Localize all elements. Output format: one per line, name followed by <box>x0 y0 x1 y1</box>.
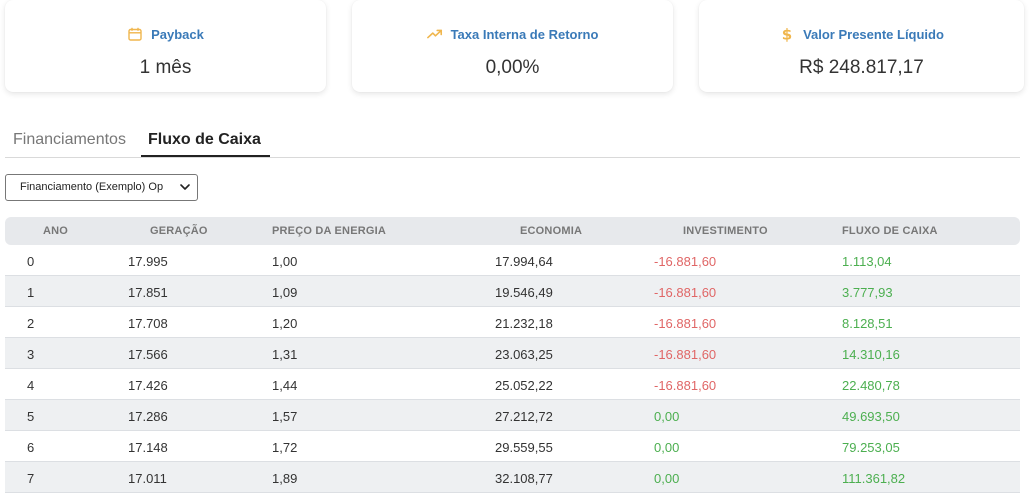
cell-ano: 2 <box>27 316 35 331</box>
table-header: ANO GERAÇÃO PREÇO DA ENERGIA ECONOMIA IN… <box>5 217 1020 245</box>
cell-ano: 0 <box>27 254 35 269</box>
dollar-icon: $ <box>779 26 795 42</box>
cell-economia: 29.559,55 <box>495 440 553 455</box>
cell-economia: 27.212,72 <box>495 409 553 424</box>
tab-fluxo-de-caixa[interactable]: Fluxo de Caixa <box>148 131 261 148</box>
table-row: 0 17.995 1,00 17.994,64 -16.881,60 1.113… <box>5 245 1020 276</box>
tir-card-header: Taxa Interna de Retorno <box>352 26 673 42</box>
financing-select-value: Financiamento (Exemplo) Op <box>20 181 164 193</box>
cell-economia: 21.232,18 <box>495 316 553 331</box>
cell-fluxo: 8.128,51 <box>842 316 893 331</box>
cell-investimento: -16.881,60 <box>654 378 717 393</box>
cell-fluxo: 1.113,04 <box>842 254 892 269</box>
cell-geracao: 17.426 <box>128 378 168 393</box>
table-row: 5 17.286 1,57 27.212,72 0,00 49.693,50 <box>5 400 1020 431</box>
vpl-card: $ Valor Presente Líquido R$ 248.817,17 <box>699 0 1024 92</box>
cell-geracao: 17.148 <box>128 440 168 455</box>
cell-investimento: 0,00 <box>654 409 680 424</box>
svg-text:$: $ <box>782 26 792 42</box>
cell-preco: 1,09 <box>272 285 298 300</box>
cell-ano: 3 <box>27 347 35 362</box>
cell-economia: 19.546,49 <box>495 285 553 300</box>
cell-preco: 1,31 <box>272 347 298 362</box>
table-row: 1 17.851 1,09 19.546,49 -16.881,60 3.777… <box>5 276 1020 307</box>
cell-geracao: 17.708 <box>128 316 168 331</box>
cell-investimento: 0,00 <box>654 471 680 486</box>
header-investimento: INVESTIMENTO <box>683 225 768 237</box>
cell-preco: 1,89 <box>272 471 298 486</box>
table-row: 6 17.148 1,72 29.559,55 0,00 79.253,05 <box>5 431 1020 462</box>
tir-label: Taxa Interna de Retorno <box>450 26 599 42</box>
tir-card: Taxa Interna de Retorno 0,00% <box>352 0 673 92</box>
cell-fluxo: 79.253,05 <box>842 440 900 455</box>
payback-label: Payback <box>151 26 204 42</box>
tab-financiamentos[interactable]: Financiamentos <box>13 131 126 148</box>
cell-fluxo: 3.777,93 <box>842 285 893 300</box>
cell-preco: 1,57 <box>272 409 298 424</box>
cell-geracao: 17.566 <box>128 347 168 362</box>
cell-ano: 6 <box>27 440 35 455</box>
summary-cards: Payback 1 mês Taxa Interna de Retorno 0,… <box>5 0 1024 92</box>
cell-geracao: 17.851 <box>128 285 168 300</box>
cell-fluxo: 49.693,50 <box>842 409 900 424</box>
table-row: 4 17.426 1,44 25.052,22 -16.881,60 22.48… <box>5 369 1020 400</box>
header-economia: ECONOMIA <box>520 225 583 237</box>
vpl-label: Valor Presente Líquido <box>803 26 944 42</box>
cell-preco: 1,72 <box>272 440 298 455</box>
cell-preco: 1,44 <box>272 378 298 393</box>
cell-ano: 7 <box>27 471 35 486</box>
cell-investimento: -16.881,60 <box>654 285 717 300</box>
table-row: 7 17.011 1,89 32.108,77 0,00 111.361,82 <box>5 462 1020 493</box>
vpl-value: R$ 248.817,17 <box>799 57 924 78</box>
trending-up-icon <box>426 26 443 42</box>
cell-investimento: -16.881,60 <box>654 316 717 331</box>
chevron-down-icon <box>179 181 191 193</box>
cell-geracao: 17.286 <box>128 409 168 424</box>
cell-investimento: -16.881,60 <box>654 254 717 269</box>
table-row: 2 17.708 1,20 21.232,18 -16.881,60 8.128… <box>5 307 1020 338</box>
header-preco-energia: PREÇO DA ENERGIA <box>272 225 387 237</box>
payback-card-header: Payback <box>5 26 326 42</box>
tir-value: 0,00% <box>485 57 540 78</box>
cell-preco: 1,20 <box>272 316 298 331</box>
cell-economia: 23.063,25 <box>495 347 553 362</box>
cell-economia: 32.108,77 <box>495 471 553 486</box>
active-tab-indicator <box>141 155 270 157</box>
header-ano: ANO <box>43 225 69 237</box>
payback-card: Payback 1 mês <box>5 0 326 92</box>
table-row: 3 17.566 1,31 23.063,25 -16.881,60 14.31… <box>5 338 1020 369</box>
header-geracao: GERAÇÃO <box>150 225 208 237</box>
cell-ano: 4 <box>27 378 35 393</box>
header-fluxo-caixa: FLUXO DE CAIXA <box>842 225 938 237</box>
tab-bar: Financiamentos Fluxo de Caixa <box>5 128 1020 158</box>
cell-fluxo: 14.310,16 <box>842 347 900 362</box>
cell-fluxo: 111.361,82 <box>842 471 906 486</box>
cell-geracao: 17.011 <box>128 471 167 486</box>
cell-preco: 1,00 <box>272 254 298 269</box>
vpl-card-header: $ Valor Presente Líquido <box>699 26 1024 42</box>
cell-ano: 5 <box>27 409 35 424</box>
cell-fluxo: 22.480,78 <box>842 378 900 393</box>
cell-economia: 25.052,22 <box>495 378 553 393</box>
cell-economia: 17.994,64 <box>495 254 553 269</box>
cell-ano: 1 <box>27 285 35 300</box>
payback-value: 1 mês <box>139 57 192 78</box>
calendar-icon <box>127 26 143 42</box>
cell-investimento: -16.881,60 <box>654 347 717 362</box>
financing-select[interactable]: Financiamento (Exemplo) Op <box>5 174 198 201</box>
cash-flow-table: ANO GERAÇÃO PREÇO DA ENERGIA ECONOMIA IN… <box>5 217 1020 493</box>
cell-investimento: 0,00 <box>654 440 680 455</box>
cell-geracao: 17.995 <box>128 254 168 269</box>
